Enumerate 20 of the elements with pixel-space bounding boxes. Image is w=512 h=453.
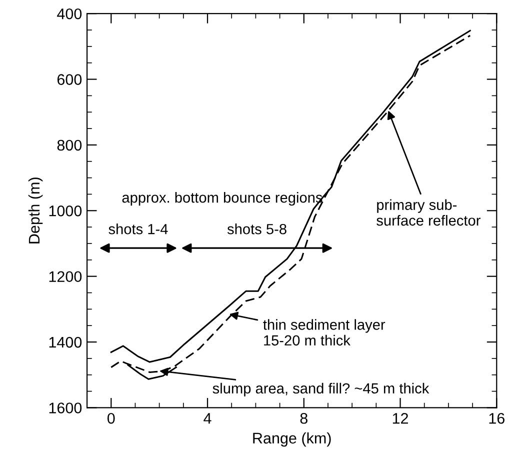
x-tick-label: 0	[107, 412, 115, 424]
annotation: thin sediment layer 15-20 m thick	[263, 319, 386, 346]
annotation: shots 1-4	[108, 224, 168, 234]
y-tick-label: 600	[57, 74, 82, 85]
x-tick-label: 8	[300, 412, 308, 424]
x-axis-title: Range (km)	[253, 432, 331, 447]
annotation: slump area, sand fill? ~45 m thick	[212, 382, 430, 396]
y-tick-label: 1600	[49, 402, 82, 414]
y-tick-label: 1400	[49, 336, 82, 348]
y-tick-label: 1000	[49, 206, 82, 216]
x-tick-label: 4	[204, 413, 212, 424]
y-axis-title: Depth (m)	[28, 178, 43, 244]
annotation: approx. bottom bounce regions	[122, 192, 322, 206]
annotation: primary sub- surface reflector	[376, 199, 480, 226]
x-tick-label: 16	[489, 412, 504, 424]
y-tick-label: 1200	[49, 271, 82, 282]
y-tick-label: 400	[57, 8, 82, 20]
y-tick-label: 800	[57, 140, 82, 151]
annotation: shots 5-8	[227, 224, 286, 234]
x-tick-label: 12	[392, 412, 408, 424]
